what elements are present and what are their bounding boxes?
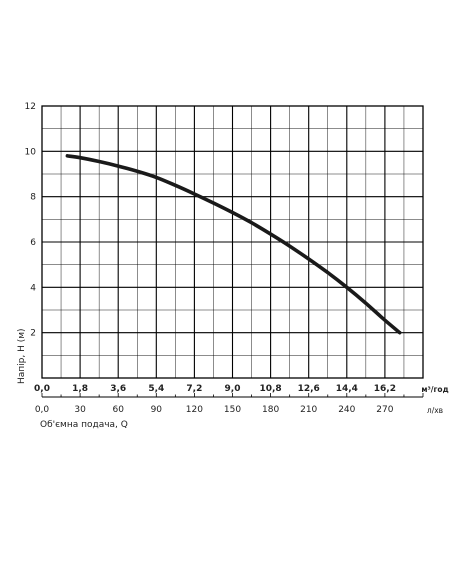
y-tick-label: 4 xyxy=(30,283,36,293)
x-tick-label-secondary: 90 xyxy=(151,405,163,415)
x-axis-secondary-ticks: 0,0 30 60 90 120 150 180 210 240 270 xyxy=(35,393,424,415)
x-tick-label-secondary: 240 xyxy=(338,405,355,415)
x-tick-label-primary: 10,8 xyxy=(259,384,281,394)
y-tick-label: 6 xyxy=(30,238,36,248)
x-tick-label-secondary: 0,0 xyxy=(35,405,50,415)
series-line-head-curve xyxy=(65,154,402,335)
x-tick-label-primary: 9,0 xyxy=(225,384,241,394)
x-tick-label-secondary: 270 xyxy=(376,405,393,415)
x-tick-label-primary: 3,6 xyxy=(110,384,126,394)
x-tick-label-primary: 5,4 xyxy=(148,384,164,394)
plot-frame xyxy=(41,105,424,379)
x-tick-label-secondary: 150 xyxy=(224,405,241,415)
x-unit-secondary-label: л/хв xyxy=(427,406,443,415)
x-tick-label-secondary: 180 xyxy=(262,405,279,415)
y-tick-label: 10 xyxy=(25,147,37,157)
x-tick-label-secondary: 210 xyxy=(300,405,317,415)
y-tick-label: 2 xyxy=(30,329,36,339)
x-tick-label-primary: 7,2 xyxy=(186,384,202,394)
x-tick-label-secondary: 30 xyxy=(74,405,86,415)
x-axis-primary-ticks: 0,0 1,8 3,6 5,4 7,2 9,0 10,8 12,6 14,4 16,2 xyxy=(34,384,396,394)
x-axis-title: Об'ємна подача, Q xyxy=(40,420,128,430)
x-tick-label-primary: 0,0 xyxy=(34,384,50,394)
y-tick-label: 12 xyxy=(25,102,36,112)
x-tick-label-secondary: 120 xyxy=(186,405,203,415)
y-axis-ticks: 2 4 6 8 10 12 xyxy=(25,102,37,339)
y-axis-title: Напір, H (м) xyxy=(17,328,27,384)
x-tick-label-primary: 16,2 xyxy=(374,384,396,394)
x-tick-label-primary: 14,4 xyxy=(336,384,358,394)
x-tick-label-primary: 1,8 xyxy=(72,384,88,394)
x-tick-label-primary: 12,6 xyxy=(298,384,320,394)
x-unit-primary-label: м³/год xyxy=(421,385,448,394)
chart-grid xyxy=(42,106,423,378)
y-tick-label: 8 xyxy=(30,193,36,203)
x-tick-label-secondary: 60 xyxy=(112,405,124,415)
